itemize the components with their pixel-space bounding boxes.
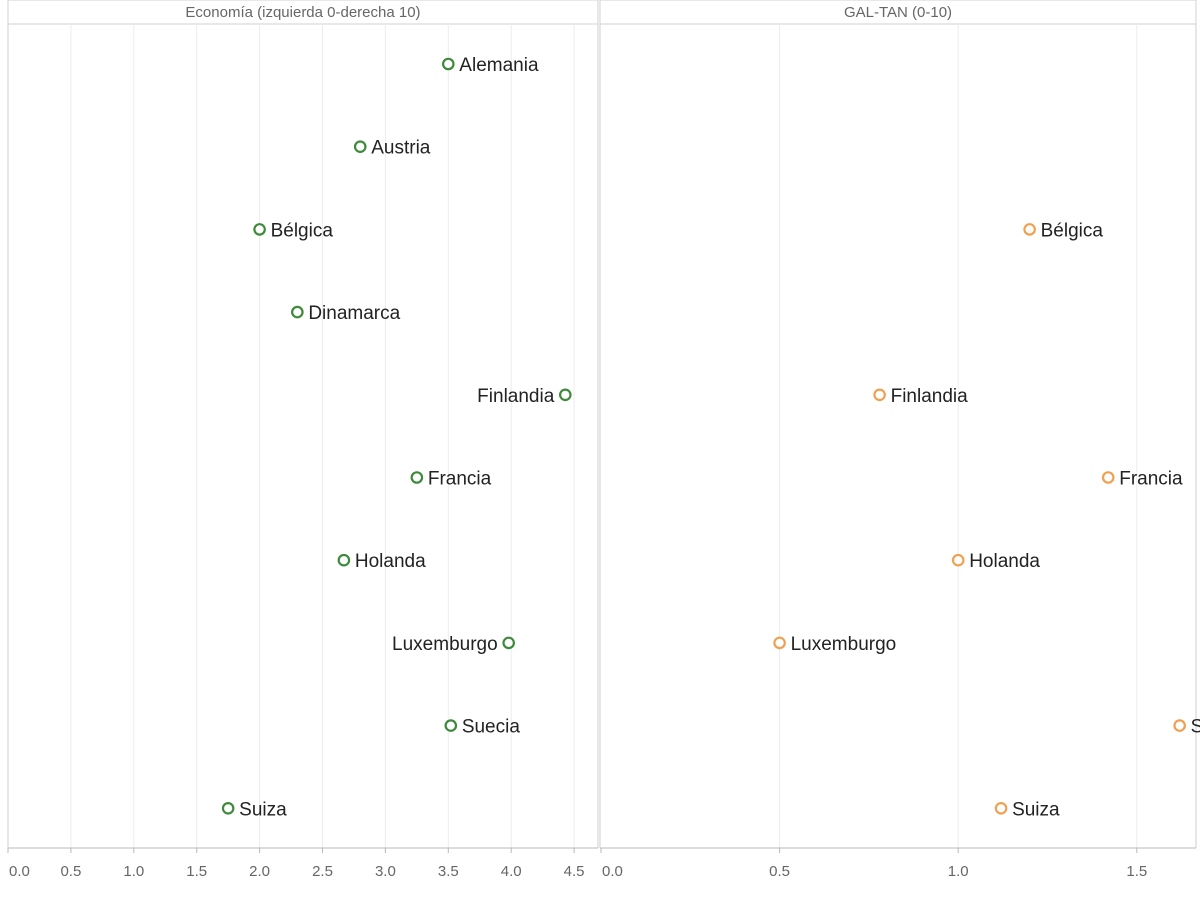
point-galtan-luxemburgo xyxy=(773,636,786,650)
x-tick-label-economia-3: 1.5 xyxy=(186,863,207,880)
point-galtan-finlandia xyxy=(873,388,886,402)
panel-header-economia xyxy=(7,0,599,25)
x-tick-label-galtan-2: 1.0 xyxy=(948,863,969,880)
point-label-economia-finlandia: Finlandia xyxy=(477,386,555,407)
point-label-economia-francia: Francia xyxy=(428,469,492,490)
x-tick-label-economia-4: 2.0 xyxy=(249,863,270,880)
point-economia-francia xyxy=(410,471,424,484)
point-economia-suecia xyxy=(444,719,458,732)
point-economia-alemania xyxy=(441,57,455,71)
x-tick-label-economia-2: 1.0 xyxy=(123,863,144,880)
panel-title-economia: Economía (izquierda 0-derecha 10) xyxy=(185,4,420,21)
panel-title-galtan: GAL-TAN (0-10) xyxy=(844,4,952,21)
point-economia-holanda xyxy=(337,553,351,567)
point-economia-suiza xyxy=(221,801,235,815)
point-label-economia-luxemburgo: Luxemburgo xyxy=(392,634,498,655)
point-label-economia-austria: Austria xyxy=(371,138,431,159)
point-label-galtan-holanda: Holanda xyxy=(969,551,1040,572)
x-tick-label-economia-8: 4.0 xyxy=(501,863,522,880)
point-label-galtan-luxemburgo: Luxemburgo xyxy=(791,634,897,655)
x-tick-label-economia-9: 4.5 xyxy=(564,863,585,880)
point-label-economia-suiza: Suiza xyxy=(239,799,287,820)
x-tick-label-galtan-0: 0.0 xyxy=(602,863,623,880)
point-economia-belgica xyxy=(253,223,266,236)
x-tick-label-galtan-1: 0.5 xyxy=(769,863,790,880)
x-tick-label-galtan-3: 1.5 xyxy=(1126,863,1147,880)
point-galtan-suiza xyxy=(994,801,1008,815)
point-label-galtan-belgica: Bélgica xyxy=(1041,220,1104,241)
point-economia-finlandia xyxy=(558,388,572,402)
point-label-economia-holanda: Holanda xyxy=(355,551,426,572)
point-label-galtan-suiza: Suiza xyxy=(1012,799,1060,820)
point-label-economia-belgica: Bélgica xyxy=(271,220,334,241)
point-label-galtan-francia: Francia xyxy=(1119,469,1183,490)
point-economia-dinamarca xyxy=(291,305,304,319)
point-economia-austria xyxy=(353,140,367,153)
point-label-economia-dinamarca: Dinamarca xyxy=(308,303,400,324)
point-galtan-suecia xyxy=(1173,719,1186,732)
point-label-galtan-finlandia: Finlandia xyxy=(891,386,969,407)
x-tick-label-economia-7: 3.5 xyxy=(438,863,459,880)
x-tick-label-economia-6: 3.0 xyxy=(375,863,396,880)
point-economia-luxemburgo xyxy=(502,636,515,650)
point-galtan-belgica xyxy=(1023,223,1036,236)
x-tick-label-economia-1: 0.5 xyxy=(60,863,81,880)
point-label-economia-alemania: Alemania xyxy=(459,55,539,76)
x-tick-label-economia-5: 2.5 xyxy=(312,863,333,880)
panel-header-galtan xyxy=(599,0,1197,25)
point-galtan-francia xyxy=(1101,471,1115,484)
point-label-galtan-suecia: Suecia xyxy=(1191,717,1200,738)
x-tick-label-economia-0: 0.0 xyxy=(9,863,30,880)
point-galtan-holanda xyxy=(951,553,965,567)
point-label-economia-suecia: Suecia xyxy=(462,717,521,738)
